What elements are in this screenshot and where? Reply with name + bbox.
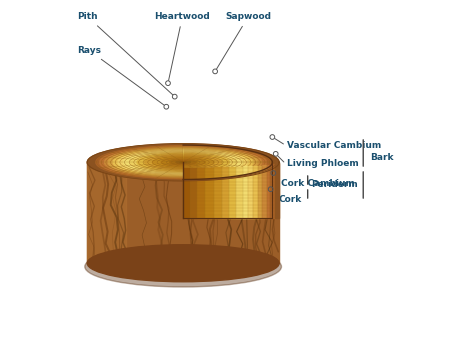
Polygon shape [137, 153, 183, 171]
Bar [190, 168, 197, 218]
Ellipse shape [85, 246, 282, 287]
Bar [221, 167, 229, 218]
Bar [248, 166, 253, 218]
Bar [87, 162, 126, 263]
Polygon shape [118, 150, 183, 175]
Text: Pith: Pith [77, 12, 173, 95]
Text: Cork Cambium: Cork Cambium [281, 179, 355, 188]
Bar [262, 165, 266, 218]
Text: Living Phloem: Living Phloem [288, 160, 359, 168]
Polygon shape [176, 161, 183, 164]
Ellipse shape [87, 245, 279, 282]
Ellipse shape [153, 156, 214, 168]
Polygon shape [170, 160, 183, 165]
Polygon shape [100, 146, 183, 178]
Text: Cork: Cork [278, 195, 301, 204]
Ellipse shape [130, 152, 236, 172]
Polygon shape [153, 156, 183, 168]
Ellipse shape [124, 151, 243, 174]
Bar [229, 167, 236, 218]
Ellipse shape [145, 155, 221, 170]
Ellipse shape [100, 146, 266, 178]
Polygon shape [104, 147, 183, 177]
Ellipse shape [96, 145, 271, 179]
Bar [236, 167, 243, 218]
Text: Rays: Rays [77, 46, 164, 105]
Bar [183, 168, 190, 218]
Bar [271, 164, 275, 218]
Polygon shape [109, 148, 183, 177]
Bar [214, 167, 221, 218]
Ellipse shape [170, 160, 197, 165]
Ellipse shape [109, 148, 258, 177]
Text: Sapwood: Sapwood [217, 12, 271, 69]
Polygon shape [161, 158, 183, 167]
Text: Bark: Bark [370, 153, 393, 162]
Polygon shape [113, 149, 183, 176]
Text: Heartwood: Heartwood [155, 12, 210, 80]
Polygon shape [130, 152, 183, 172]
Ellipse shape [113, 149, 253, 176]
Bar [275, 163, 279, 218]
Text: Vascular Cambium: Vascular Cambium [288, 141, 382, 150]
Ellipse shape [161, 158, 205, 167]
Ellipse shape [180, 162, 186, 163]
Ellipse shape [118, 150, 248, 175]
Polygon shape [124, 151, 183, 174]
Ellipse shape [104, 147, 262, 177]
Polygon shape [91, 144, 183, 180]
Polygon shape [180, 162, 183, 163]
Bar [258, 166, 262, 218]
Bar [266, 165, 271, 218]
Bar [87, 162, 279, 263]
Ellipse shape [176, 161, 190, 164]
Text: Periderm: Periderm [311, 180, 358, 189]
Polygon shape [96, 145, 183, 179]
Bar [205, 168, 214, 218]
Bar [243, 167, 248, 218]
Polygon shape [145, 155, 183, 170]
Bar [197, 168, 205, 218]
Ellipse shape [137, 153, 229, 171]
Ellipse shape [91, 144, 275, 180]
Bar [253, 166, 258, 218]
Ellipse shape [87, 144, 279, 181]
